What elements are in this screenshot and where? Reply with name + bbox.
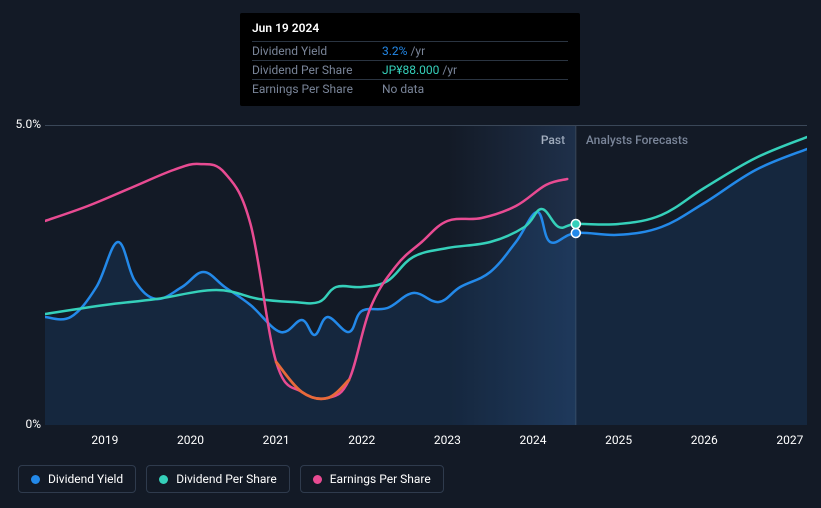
tooltip-row-value: No data [382,82,424,96]
y-axis-label: 5.0% [16,117,41,131]
x-axis-label: 2021 [263,433,290,447]
tooltip-row: Dividend Per ShareJP¥88.000/yr [252,60,568,79]
tooltip-row-unit: /yr [442,63,457,77]
tooltip-row-label: Dividend Per Share [252,63,382,77]
tooltip-row-value: JP¥88.000 [382,63,439,77]
series-fill [45,149,807,425]
tooltip-date: Jun 19 2024 [252,21,568,37]
dividend-chart [45,125,807,425]
legend-dot-icon [31,475,40,484]
legend-item[interactable]: Earnings Per Share [300,465,444,493]
tooltip-row-label: Earnings Per Share [252,82,382,96]
legend-item[interactable]: Dividend Yield [18,465,136,493]
chart-legend: Dividend Yield Dividend Per Share Earnings… [18,465,444,493]
tooltip-row-label: Dividend Yield [252,44,382,58]
legend-label: Dividend Per Share [176,472,277,486]
legend-label: Earnings Per Share [330,472,431,486]
tooltip-row: Dividend Yield3.2%/yr [252,41,568,60]
tooltip-row-unit: /yr [410,44,425,58]
tooltip-row-value: 3.2% [382,44,407,58]
legend-item[interactable]: Dividend Per Share [146,465,290,493]
x-axis-label: 2027 [776,433,803,447]
x-axis-label: 2026 [691,433,718,447]
legend-dot-icon [313,475,322,484]
x-axis-label: 2023 [434,433,461,447]
x-axis-label: 2024 [520,433,547,447]
series-marker [571,220,580,229]
chart-tooltip: Jun 19 2024 Dividend Yield3.2%/yrDividen… [240,13,580,106]
legend-dot-icon [159,475,168,484]
x-axis-label: 2025 [605,433,632,447]
x-axis-label: 2022 [348,433,375,447]
chart-area [45,125,807,425]
y-axis-label: 0% [25,417,41,431]
x-axis-label: 2019 [91,433,118,447]
tooltip-row: Earnings Per ShareNo data [252,79,568,98]
legend-label: Dividend Yield [48,472,123,486]
series-marker [571,229,580,238]
x-axis-label: 2020 [177,433,204,447]
